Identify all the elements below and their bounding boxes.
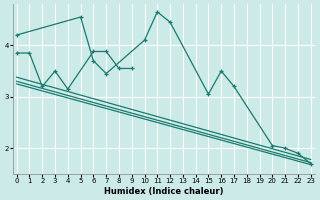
X-axis label: Humidex (Indice chaleur): Humidex (Indice chaleur): [104, 187, 223, 196]
